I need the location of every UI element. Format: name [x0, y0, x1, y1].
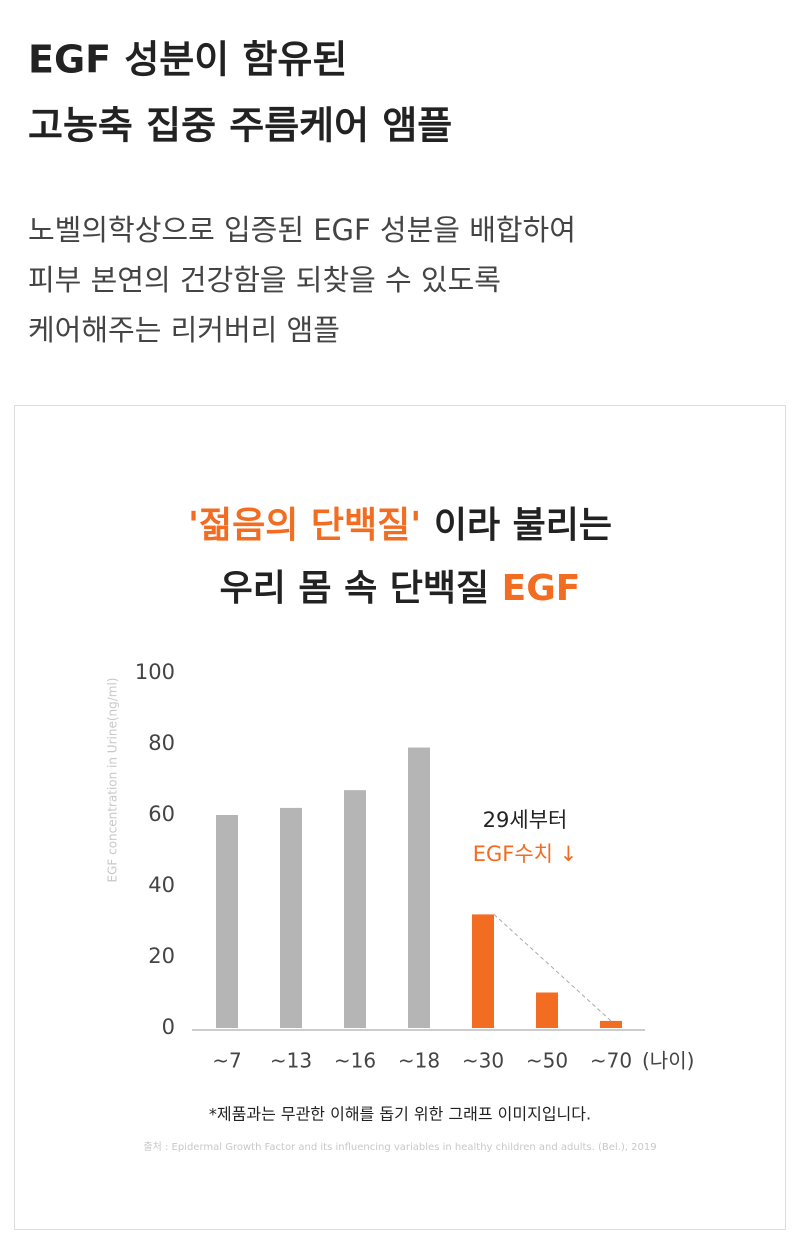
chart-title-segment: 이라 불리는	[421, 505, 612, 546]
bar	[536, 992, 558, 1028]
description: 피부 본연의 건강함을 되찾을 수 있도록	[28, 263, 501, 297]
bar	[472, 914, 494, 1028]
y-tick-label: 40	[148, 873, 175, 897]
description: 케어해주는 리커버리 앰플	[28, 313, 340, 347]
x-tick-label: ~18	[398, 1049, 440, 1073]
bar	[344, 790, 366, 1028]
y-tick-label: 100	[135, 660, 175, 684]
x-axis-label: (나이)	[642, 1049, 694, 1073]
x-tick-label: ~16	[334, 1049, 376, 1073]
bar	[280, 807, 302, 1028]
x-tick-label: ~13	[270, 1049, 312, 1073]
bar	[600, 1020, 622, 1028]
x-tick-label: ~50	[526, 1049, 568, 1073]
y-tick-label: 80	[148, 731, 175, 755]
trend-line	[493, 914, 612, 1022]
bar	[216, 815, 238, 1028]
y-tick-label: 0	[162, 1015, 175, 1039]
chart-box	[14, 405, 786, 1230]
description: 노벨의학상으로 입증된 EGF 성분을 배합하여	[28, 213, 576, 247]
chart-title-segment: EGF	[502, 568, 581, 609]
chart-title-segment: 우리 몸 속 단백질	[220, 568, 502, 609]
y-tick-label: 60	[148, 802, 175, 826]
chart-title: 우리 몸 속 단백질 EGF	[220, 568, 581, 609]
bar	[408, 747, 430, 1028]
chart-title-segment: '젊음의 단백질'	[188, 505, 421, 546]
header-title: EGF 성분이 함유된	[28, 38, 347, 82]
x-tick-label: ~30	[462, 1049, 504, 1073]
x-tick-label: ~70	[590, 1049, 632, 1073]
x-tick-label: ~7	[212, 1049, 241, 1073]
header-title: 고농축 집중 주름케어 앰플	[28, 104, 452, 148]
annotation: 29세부터	[483, 808, 568, 832]
chart-title: '젊음의 단백질' 이라 불리는	[188, 505, 612, 546]
source: 출처 : Epidermal Growth Factor and its inf…	[143, 1141, 656, 1153]
footnote: *제품과는 무관한 이해를 돕기 위한 그래프 이미지입니다.	[209, 1105, 591, 1124]
y-tick-label: 20	[148, 944, 175, 968]
annotation: EGF수치 ↓	[473, 842, 578, 866]
y-axis-label: EGF concentration in Urine(ng/ml)	[106, 678, 120, 883]
